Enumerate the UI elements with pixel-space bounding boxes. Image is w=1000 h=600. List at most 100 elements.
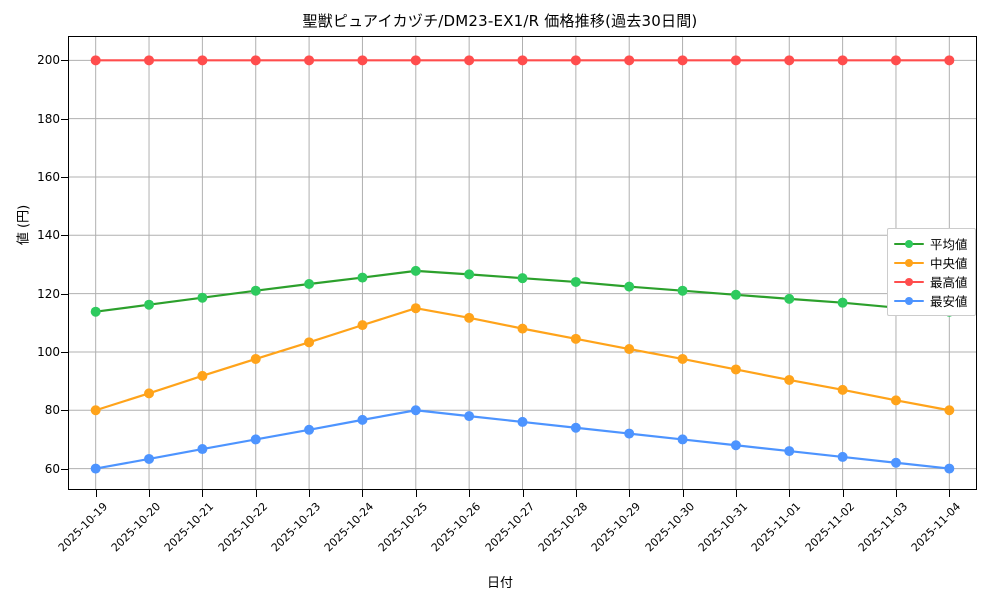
data-point-marker [837, 451, 848, 462]
data-point-marker [784, 446, 795, 457]
x-tick-mark [895, 490, 897, 497]
data-point-marker [197, 55, 208, 66]
data-point-marker [464, 312, 475, 323]
x-tick-mark [789, 490, 791, 497]
data-point-marker [944, 405, 955, 416]
data-point-marker [784, 55, 795, 66]
y-tick-mark [61, 468, 68, 470]
y-tick-label: 140 [37, 228, 60, 243]
legend-label: 平均値 [930, 237, 968, 252]
legend-swatch-icon [894, 295, 924, 307]
data-point-marker [677, 285, 688, 296]
x-tick-label: 2025-10-26 [428, 500, 484, 555]
data-point-marker [624, 55, 635, 66]
x-tick-mark [309, 490, 311, 497]
y-tick-mark [61, 60, 68, 62]
data-point-marker [410, 55, 421, 66]
x-tick-mark [682, 490, 684, 497]
data-point-marker [944, 463, 955, 474]
y-tick-label: 180 [37, 111, 60, 126]
x-tick-label: 2025-10-29 [588, 500, 644, 555]
legend-label: 最高値 [930, 275, 968, 290]
legend-swatch-icon [894, 238, 924, 250]
legend-item[interactable]: 平均値 [894, 234, 968, 253]
data-point-marker [197, 370, 208, 381]
legend: 平均値 中央値最高値最安値 [887, 228, 976, 316]
x-tick-label: 2025-10-21 [162, 500, 217, 555]
x-tick-label: 2025-11-03 [855, 500, 911, 555]
x-tick-mark [415, 490, 417, 497]
data-point-marker [304, 337, 315, 348]
legend-item[interactable]: 最高値 [894, 272, 968, 291]
x-tick-mark [735, 490, 737, 497]
data-point-marker [730, 364, 741, 375]
data-point-marker [357, 272, 368, 283]
x-tick-label: 2025-11-01 [749, 500, 804, 555]
data-point-marker [944, 55, 955, 66]
data-point-marker [304, 55, 315, 66]
data-point-marker [90, 306, 101, 317]
data-point-marker [250, 434, 261, 445]
x-tick-mark [949, 490, 951, 497]
data-point-marker [890, 457, 901, 468]
data-point-marker [890, 395, 901, 406]
y-tick-mark [61, 410, 68, 412]
y-tick-mark [61, 293, 68, 295]
y-tick-label: 160 [37, 169, 60, 184]
data-point-marker [90, 405, 101, 416]
data-point-marker [357, 55, 368, 66]
data-point-marker [250, 353, 261, 364]
data-point-marker [624, 281, 635, 292]
data-point-marker [837, 55, 848, 66]
data-point-marker [677, 353, 688, 364]
x-tick-mark [95, 490, 97, 497]
x-tick-mark [469, 490, 471, 497]
chart-title: 聖獣ピュアイカヅチ/DM23-EX1/R 価格推移(過去30日間) [302, 12, 698, 30]
data-point-marker [784, 293, 795, 304]
x-tick-label: 2025-10-31 [695, 500, 751, 555]
data-point-marker [144, 453, 155, 464]
y-tick-mark [61, 118, 68, 120]
data-point-marker [410, 405, 421, 416]
legend-label: 最安値 [930, 294, 968, 309]
data-point-marker [517, 273, 528, 284]
x-tick-label: 2025-10-23 [268, 500, 324, 555]
plot-area [68, 36, 977, 490]
legend-item[interactable]: 最安値 [894, 291, 968, 310]
y-tick-label: 200 [37, 53, 60, 68]
x-tick-label: 2025-10-19 [55, 500, 110, 555]
x-tick-mark [629, 490, 631, 497]
data-point-marker [624, 344, 635, 355]
data-point-marker [464, 55, 475, 66]
data-point-marker [197, 444, 208, 455]
y-tick-label: 100 [37, 344, 60, 359]
x-tick-label: 2025-10-30 [642, 500, 697, 555]
data-point-marker [784, 374, 795, 385]
x-tick-mark [575, 490, 577, 497]
data-point-marker [837, 297, 848, 308]
y-tick-label: 60 [44, 461, 60, 476]
data-point-marker [410, 303, 421, 314]
data-point-marker [730, 289, 741, 300]
legend-swatch-icon [894, 257, 924, 269]
data-point-marker [90, 55, 101, 66]
data-point-marker [517, 323, 528, 334]
data-point-marker [890, 55, 901, 66]
data-point-marker [677, 55, 688, 66]
x-tick-mark [202, 490, 204, 497]
data-point-marker [410, 265, 421, 276]
data-point-marker [517, 55, 528, 66]
data-point-marker [250, 55, 261, 66]
x-axis-label: 日付 [486, 576, 513, 591]
legend-item[interactable]: 中央値 [894, 253, 968, 272]
data-point-marker [570, 333, 581, 344]
data-point-marker [144, 299, 155, 310]
y-tick-mark [61, 176, 68, 178]
data-point-marker [357, 414, 368, 425]
data-point-marker [730, 440, 741, 451]
x-tick-mark [522, 490, 524, 497]
y-tick-mark [61, 351, 68, 353]
data-point-marker [90, 463, 101, 474]
x-tick-mark [149, 490, 151, 497]
